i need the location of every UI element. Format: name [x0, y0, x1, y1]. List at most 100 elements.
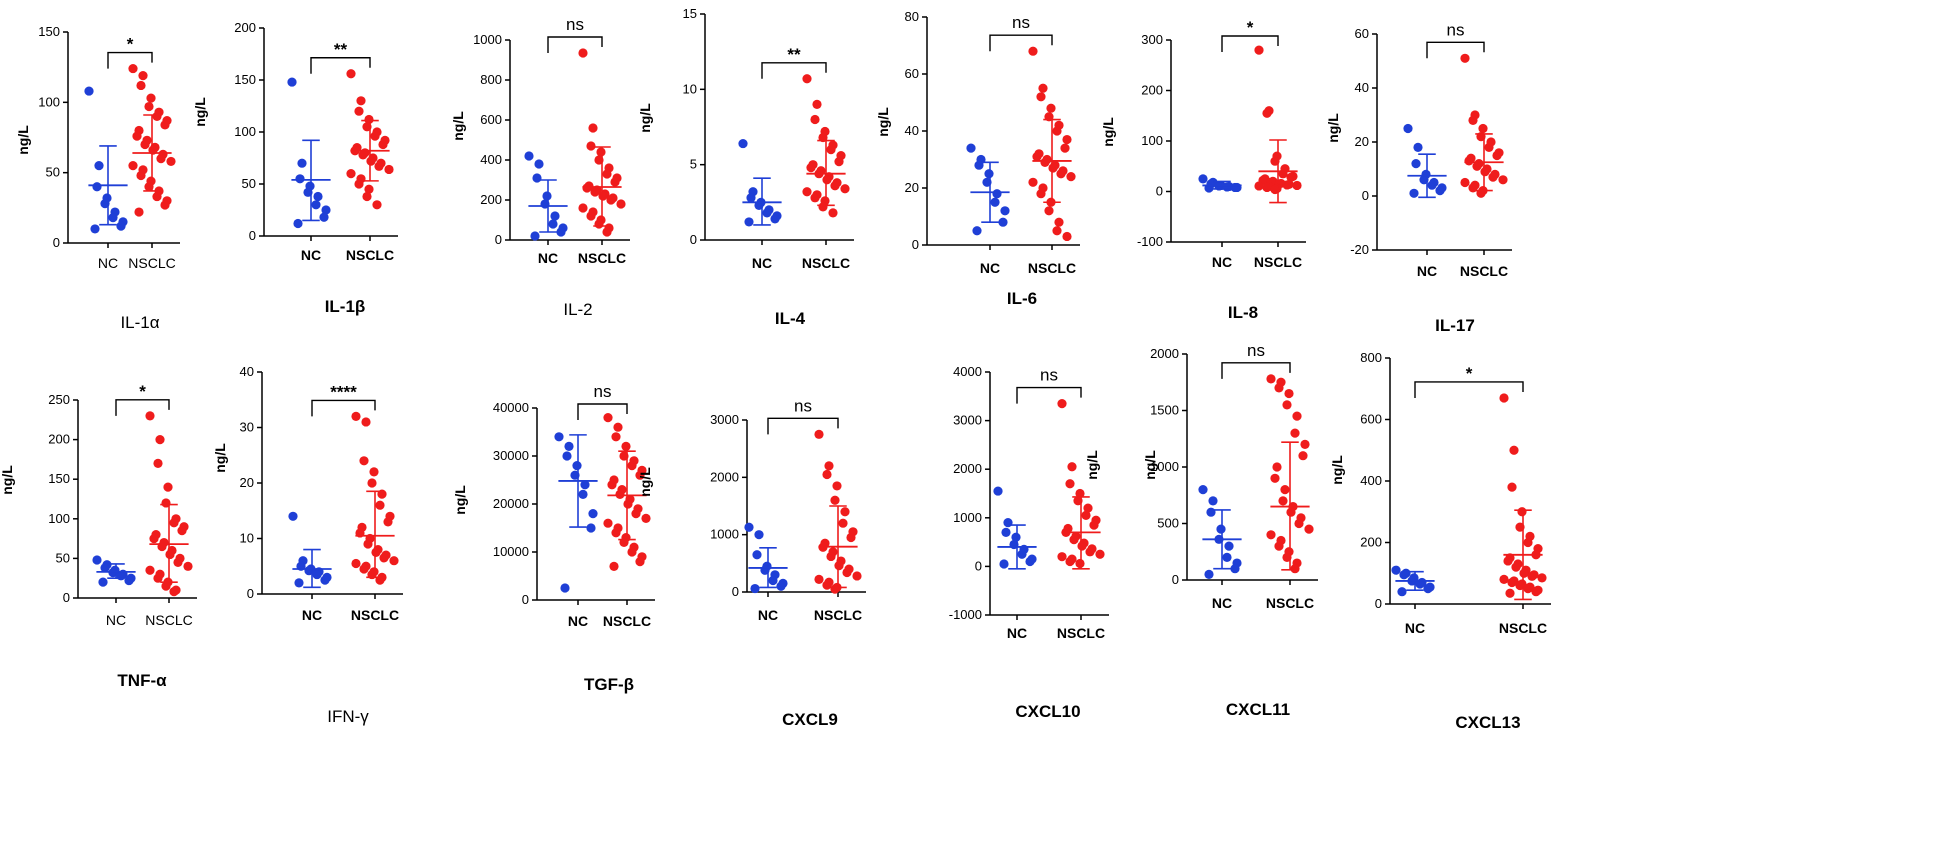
y-tick-label: 0 [732, 584, 739, 599]
data-point-nsclc [830, 495, 840, 505]
data-point-nc [542, 191, 552, 201]
data-point-nc [1204, 569, 1214, 579]
y-tick-label: 200 [1141, 83, 1163, 98]
significance-bracket [310, 57, 371, 74]
significance-label: ** [787, 45, 801, 64]
data-point-nc [992, 189, 1002, 199]
category-label-nsclc: NSCLC [1028, 260, 1076, 276]
data-point-nsclc [145, 411, 155, 421]
y-axis-label: ng/L [192, 97, 208, 127]
data-point-nsclc [161, 581, 171, 591]
data-point-nc [1206, 507, 1216, 517]
data-point-nsclc [1046, 103, 1056, 113]
category-label-nsclc: NSCLC [1254, 254, 1302, 270]
data-point-nsclc [371, 547, 381, 557]
data-point-nsclc [1270, 473, 1280, 483]
data-point-nc [562, 451, 572, 461]
data-point-nc [534, 159, 544, 169]
data-point-nc [1017, 549, 1027, 559]
data-point-nsclc [370, 131, 380, 141]
data-point-nsclc [1075, 488, 1085, 499]
panel-title: IL-8 [1228, 303, 1258, 322]
data-point-nsclc [383, 517, 393, 527]
significance-label: ** [334, 40, 348, 59]
data-point-nsclc [603, 413, 613, 423]
y-tick-label: 0 [912, 237, 919, 252]
data-point-nsclc [351, 411, 361, 421]
data-point-nsclc [840, 507, 850, 517]
data-point-nsclc [1044, 206, 1054, 216]
data-point-nsclc [351, 558, 361, 569]
data-point-nc [548, 219, 558, 229]
y-tick-label: 800 [1360, 350, 1382, 365]
data-point-nc [770, 214, 780, 224]
data-point-nsclc [1254, 181, 1264, 191]
data-point-nsclc [136, 80, 146, 91]
data-point-nc [588, 508, 598, 519]
data-point-nsclc [362, 191, 372, 202]
category-label-nsclc: NSCLC [578, 250, 626, 266]
data-point-nsclc [842, 567, 852, 578]
data-point-nsclc [363, 539, 373, 549]
data-point-nsclc [588, 123, 598, 133]
significance-bracket [1414, 381, 1524, 398]
significance-label: ns [1247, 341, 1265, 360]
category-label-nc: NC [752, 255, 772, 271]
y-tick-label: 80 [905, 9, 919, 24]
data-point-nsclc [153, 573, 163, 583]
y-tick-label: 40 [240, 364, 254, 379]
data-point-nsclc [1499, 393, 1509, 403]
category-label-nsclc: NSCLC [128, 255, 175, 271]
data-point-nsclc [364, 114, 374, 125]
data-point-nsclc [156, 154, 166, 164]
significance-label: ns [1447, 20, 1465, 39]
y-tick-label: 0 [1362, 188, 1369, 203]
data-point-nc [990, 197, 1000, 207]
y-axis-label: ng/L [212, 443, 228, 473]
y-tick-label: 100 [38, 94, 60, 109]
data-point-nc [564, 441, 574, 451]
data-point-nsclc [611, 432, 621, 442]
data-point-nc [92, 182, 102, 192]
data-point-nsclc [822, 580, 832, 590]
data-point-nc [84, 86, 94, 96]
data-point-nsclc [838, 518, 848, 528]
data-point-nc [524, 151, 534, 161]
data-point-nc [288, 511, 298, 521]
y-tick-label: 1000 [953, 510, 982, 525]
significance-label: ns [594, 382, 612, 401]
category-label-nc: NC [1212, 595, 1232, 611]
data-point-nsclc [1304, 524, 1314, 534]
data-point-nc [313, 191, 323, 202]
data-point-nsclc [136, 170, 146, 181]
category-label-nsclc: NSCLC [1499, 620, 1547, 636]
data-point-nc [744, 522, 754, 532]
y-tick-label: 15 [683, 6, 697, 21]
y-tick-label: 50 [46, 165, 60, 180]
y-tick-label: 300 [1141, 32, 1163, 47]
data-point-nsclc [354, 179, 364, 189]
data-point-nsclc [1085, 547, 1095, 557]
y-axis-label: ng/L [15, 125, 31, 155]
y-tick-label: 600 [1360, 412, 1382, 427]
data-point-nsclc [810, 193, 820, 203]
data-point-nc [999, 559, 1009, 569]
data-point-nsclc [631, 508, 641, 519]
data-point-nc [100, 563, 110, 573]
data-point-nsclc [138, 71, 148, 81]
data-point-nsclc [1266, 374, 1276, 384]
category-label-nsclc: NSCLC [814, 607, 862, 623]
y-tick-label: 50 [56, 550, 70, 565]
data-point-nsclc [132, 131, 142, 141]
y-axis-label: ng/L [0, 465, 15, 495]
data-point-nc [966, 143, 976, 153]
data-point-nc [312, 569, 322, 580]
data-point-nsclc [627, 461, 637, 471]
y-tick-label: 1500 [1150, 403, 1179, 418]
data-point-nsclc [1282, 400, 1292, 410]
data-point-nsclc [1028, 177, 1038, 187]
data-point-nsclc [598, 191, 608, 201]
data-point-nsclc [1067, 462, 1077, 472]
data-point-nsclc [603, 518, 613, 528]
